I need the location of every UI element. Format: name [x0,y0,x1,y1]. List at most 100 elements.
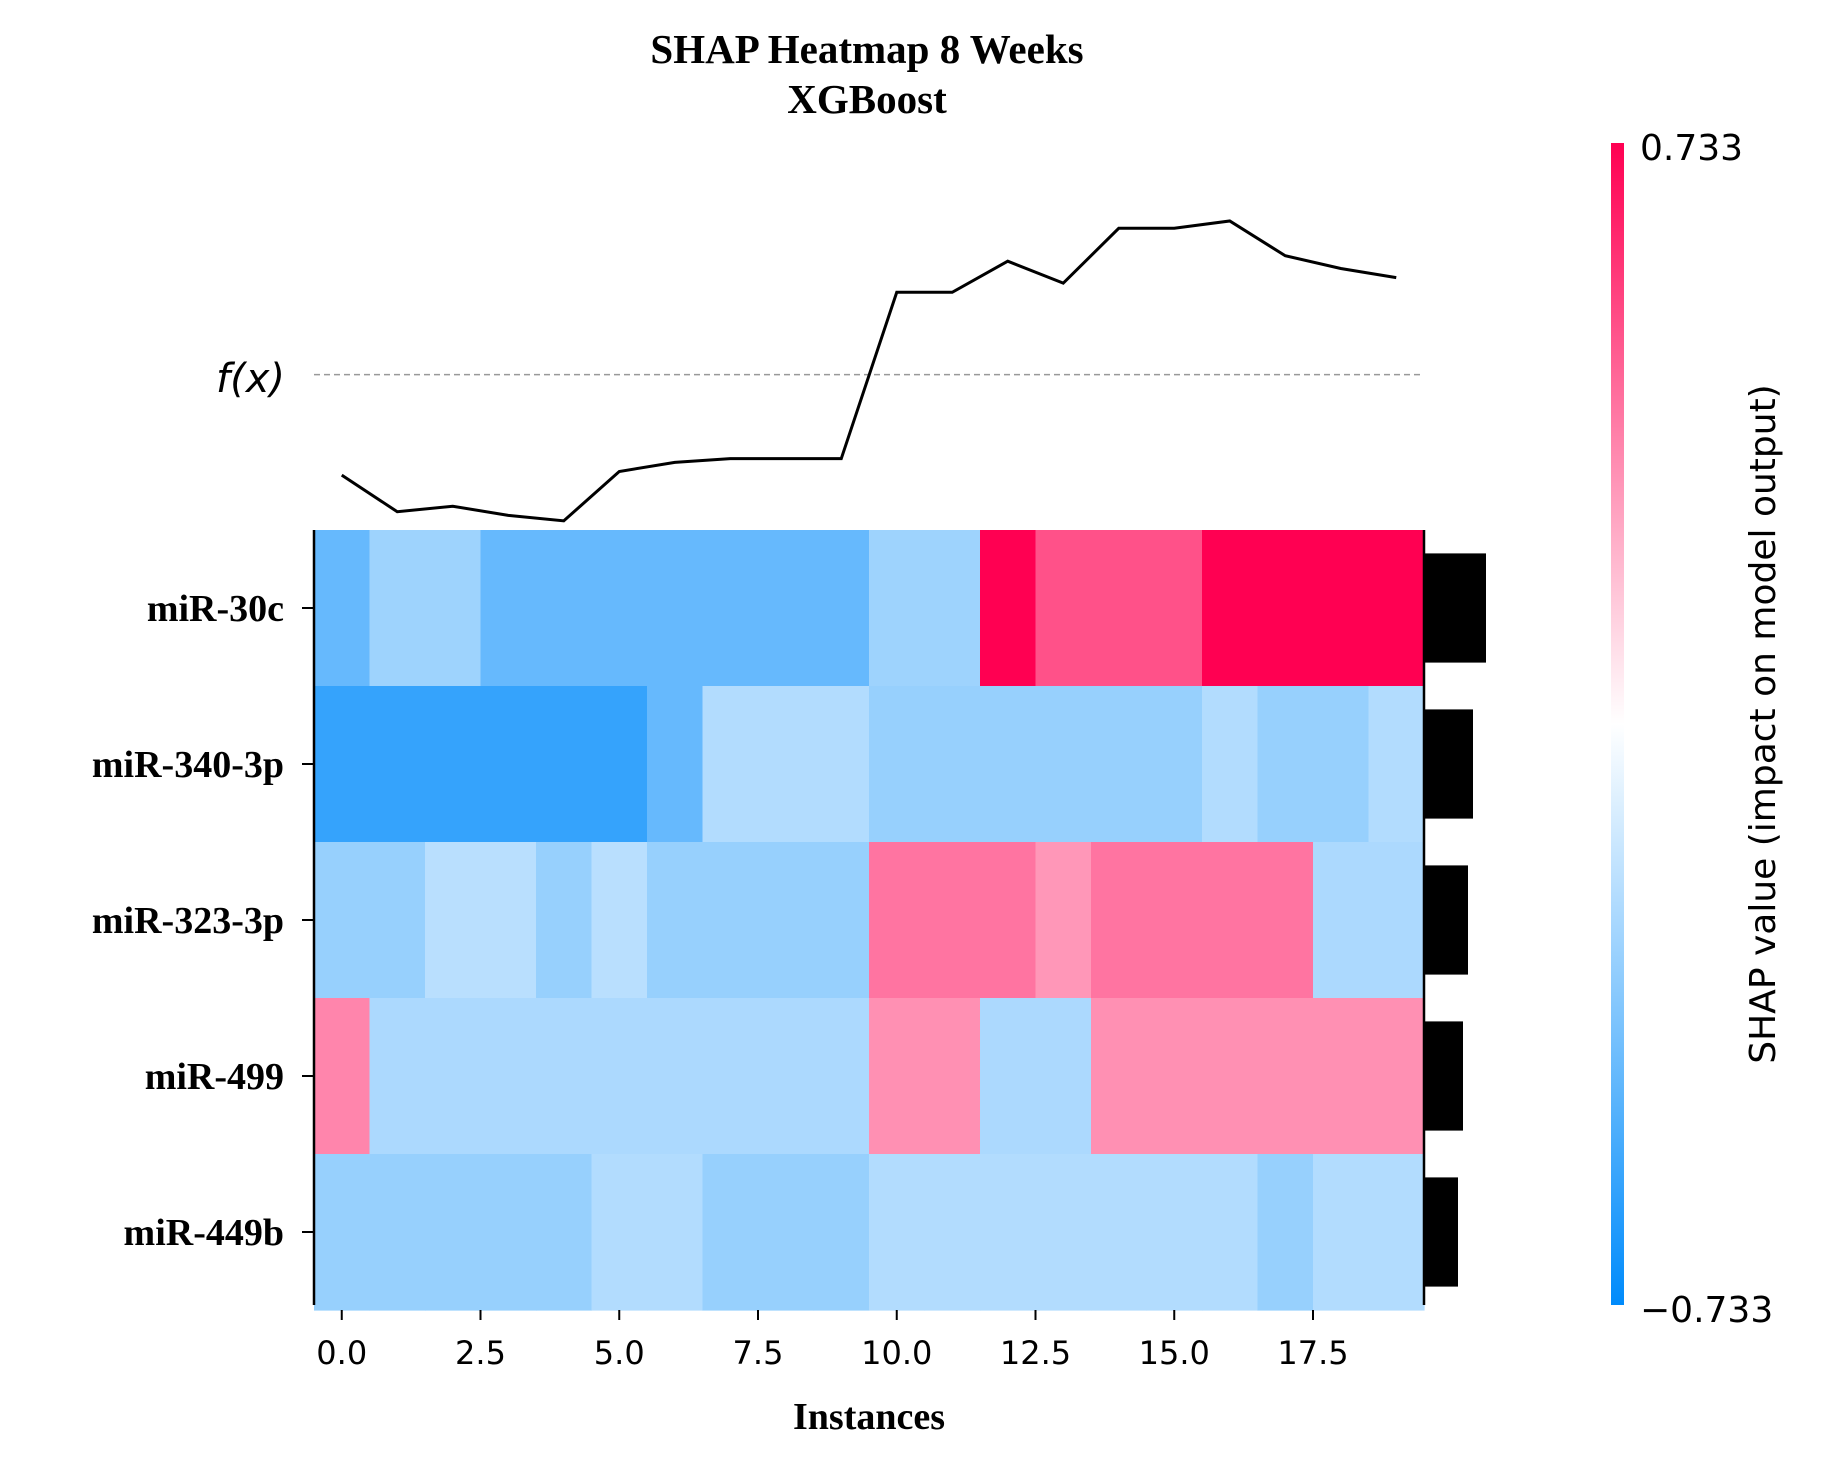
heatmap-cell [1368,842,1425,999]
heatmap-cell [647,842,704,999]
heatmap-cell [924,1154,981,1311]
heatmap-cell [758,1154,815,1311]
heatmap-cell [1313,686,1370,843]
heatmap-cell [924,842,981,999]
heatmap-cell [591,842,648,999]
heatmap-cell [1257,686,1314,843]
heatmap-cell [480,998,537,1155]
heatmap-cell [536,842,593,999]
heatmap-cell [591,1154,648,1311]
heatmap-cell [1146,998,1203,1155]
heatmap-cells [314,530,1425,1311]
heatmap-cell [1035,686,1092,843]
heatmap-cell [536,530,593,687]
heatmap-cell [813,842,870,999]
heatmap-cell [1313,998,1370,1155]
heatmap-cell [480,1154,537,1311]
heatmap-cell [425,686,482,843]
fx-label: f(x) [216,356,285,402]
heatmap-cell [1313,1154,1370,1311]
heatmap-cell [1035,842,1092,999]
heatmap-cell [924,998,981,1155]
heatmap-cell [980,998,1037,1155]
heatmap-cell [1035,530,1092,687]
heatmap-cell [536,686,593,843]
x-axis-label: Instances [793,1396,945,1438]
heatmap-cell [1146,530,1203,687]
heatmap-cell [1035,998,1092,1155]
heatmap-cell [314,842,371,999]
heatmap-cell [647,1154,704,1311]
heatmap-cell [813,530,870,687]
x-tick-label: 10.0 [861,1334,932,1372]
heatmap-cell [536,998,593,1155]
heatmap-cell [591,998,648,1155]
heatmap-cell [924,530,981,687]
heatmap-cell [702,1154,759,1311]
heatmap-cell [1091,998,1148,1155]
heatmap-cell [1257,998,1314,1155]
heatmap-cell [1146,842,1203,999]
importance-bars [1424,553,1486,1287]
x-tick-label: 12.5 [1000,1334,1071,1372]
colorbar-max-label: 0.733 [1640,128,1743,169]
heatmap-cell [1146,1154,1203,1311]
x-tick-label: 17.5 [1277,1334,1348,1372]
heatmap-cell [1202,1154,1259,1311]
heatmap-cell [1091,530,1148,687]
x-tick-label: 15.0 [1139,1334,1210,1372]
heatmap-cell [480,842,537,999]
heatmap-cell [647,686,704,843]
chart-subtitle: XGBoost [787,76,947,122]
heatmap-cell [1091,686,1148,843]
heatmap-cell [758,998,815,1155]
x-tick-label: 5.0 [594,1334,645,1372]
heatmap-cell [1257,842,1314,999]
heatmap-cell [1257,1154,1314,1311]
heatmap-cell [314,998,371,1155]
heatmap-cell [1202,686,1259,843]
heatmap-cell [647,998,704,1155]
feature-importance-bar [1424,1021,1463,1131]
heatmap-cell [1202,530,1259,687]
heatmap-cell [702,842,759,999]
heatmap-cell [869,998,926,1155]
feature-importance-bar [1424,553,1486,663]
feature-labels: miR-30c miR-340-3p miR-323-3p miR-499 miR-44… [92,588,314,1254]
heatmap-cell [924,686,981,843]
heatmap-cell [591,530,648,687]
heatmap-cell [1202,998,1259,1155]
heatmap-cell [813,998,870,1155]
heatmap-cell [369,1154,426,1311]
heatmap-cell [1313,842,1370,999]
heatmap-cell [425,530,482,687]
heatmap-cell [314,530,371,687]
heatmap-cell [869,686,926,843]
heatmap-cell [758,530,815,687]
heatmap-cell [425,842,482,999]
heatmap-cell [314,686,371,843]
heatmap-cell [1257,530,1314,687]
heatmap-cell [1091,1154,1148,1311]
feature-importance-bar [1424,865,1468,975]
heatmap-cell [369,998,426,1155]
heatmap-cell [425,1154,482,1311]
feature-label: miR-499 [145,1056,284,1098]
heatmap-cell [869,842,926,999]
heatmap-cell [1202,842,1259,999]
feature-importance-bar [1424,1177,1458,1287]
heatmap-cell [591,686,648,843]
heatmap-cell [425,998,482,1155]
feature-label: miR-30c [147,588,284,630]
feature-label: miR-340-3p [92,744,284,786]
feature-importance-bar [1424,709,1473,819]
heatmap-cell [1368,530,1425,687]
heatmap-cell [480,686,537,843]
heatmap-cell [1146,686,1203,843]
feature-label: miR-449b [124,1212,284,1254]
heatmap-cell [369,530,426,687]
fx-line [340,219,1397,523]
heatmap-cell [369,686,426,843]
colorbar [1611,143,1624,1305]
heatmap-cell [758,842,815,999]
